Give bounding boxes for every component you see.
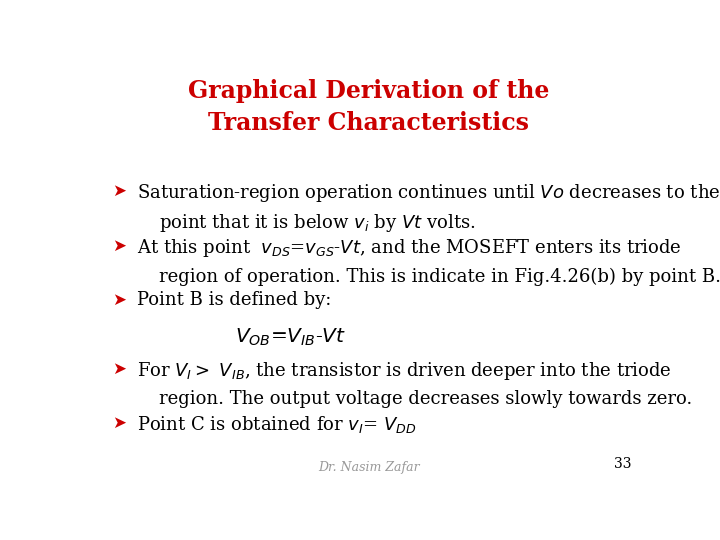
Text: Saturation-region operation continues until $\mathit{Vo}$ decreases to the: Saturation-region operation continues un… <box>138 182 720 204</box>
Text: ➤: ➤ <box>112 182 126 200</box>
Text: $V_{OB}$=$V_{IB}$-$\mathit{Vt}$: $V_{OB}$=$V_{IB}$-$\mathit{Vt}$ <box>235 327 346 348</box>
Text: For $V_I$$>$ $V_{IB}$, the transistor is driven deeper into the triode: For $V_I$$>$ $V_{IB}$, the transistor is… <box>138 360 672 382</box>
Text: ➤: ➤ <box>112 414 126 432</box>
Text: region. The output voltage decreases slowly towards zero.: region. The output voltage decreases slo… <box>158 390 692 408</box>
Text: point that it is below $v_i$ by $\mathit{Vt}$ volts.: point that it is below $v_i$ by $\mathit… <box>158 212 475 234</box>
Text: Point B is defined by:: Point B is defined by: <box>138 292 332 309</box>
Text: At this point  $v_{DS}$=$v_{GS}$-$\mathit{Vt}$, and the MOSEFT enters its triode: At this point $v_{DS}$=$v_{GS}$-$\mathit… <box>138 238 682 259</box>
Text: ➤: ➤ <box>112 360 126 378</box>
Text: ➤: ➤ <box>112 238 126 255</box>
Text: Graphical Derivation of the
Transfer Characteristics: Graphical Derivation of the Transfer Cha… <box>189 79 549 135</box>
Text: Point C is obtained for $v_I$= $V_{DD}$: Point C is obtained for $v_I$= $V_{DD}$ <box>138 414 417 435</box>
Text: ➤: ➤ <box>112 292 126 309</box>
Text: Dr. Nasim Zafar: Dr. Nasim Zafar <box>318 461 420 474</box>
Text: 33: 33 <box>613 457 631 471</box>
Text: region of operation. This is indicate in Fig.4.26(b) by point B.: region of operation. This is indicate in… <box>158 268 720 286</box>
